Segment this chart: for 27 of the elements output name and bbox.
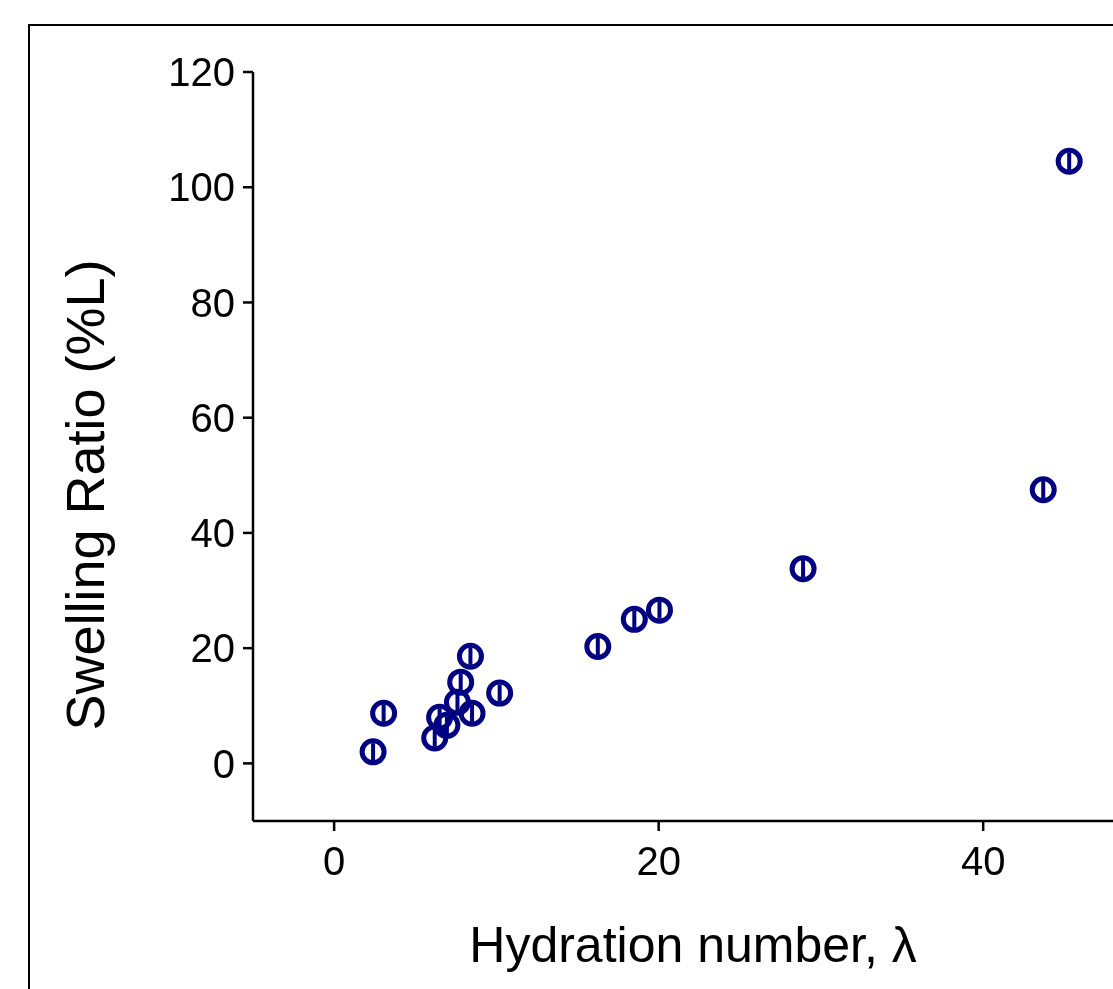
point xyxy=(620,605,648,633)
point xyxy=(789,555,817,583)
point xyxy=(421,724,449,752)
y-tick-label: 100 xyxy=(168,165,235,210)
y-tick-label: 80 xyxy=(190,280,235,325)
point xyxy=(1029,476,1057,504)
point xyxy=(645,596,673,624)
point xyxy=(1055,147,1083,175)
point xyxy=(370,699,398,727)
point xyxy=(359,738,387,766)
x-tick-label: 40 xyxy=(960,839,1006,884)
y-axis-title: Swelling Ratio (%L) xyxy=(54,259,116,731)
x-tick-label: 0 xyxy=(323,839,346,884)
point xyxy=(443,688,471,716)
point xyxy=(426,703,454,731)
point xyxy=(584,632,612,660)
x-tick-label: 20 xyxy=(636,839,681,884)
y-tick-label: 120 xyxy=(168,50,235,95)
y-tick-label: 0 xyxy=(212,741,235,786)
y-tick-label: 40 xyxy=(190,511,235,556)
point xyxy=(447,668,475,696)
y-tick-label: 60 xyxy=(190,395,235,440)
point xyxy=(456,642,484,670)
x-axis-title: Hydration number, λ xyxy=(469,916,917,974)
y-tick-label: 20 xyxy=(190,626,235,671)
point xyxy=(458,699,486,727)
point xyxy=(486,679,514,707)
